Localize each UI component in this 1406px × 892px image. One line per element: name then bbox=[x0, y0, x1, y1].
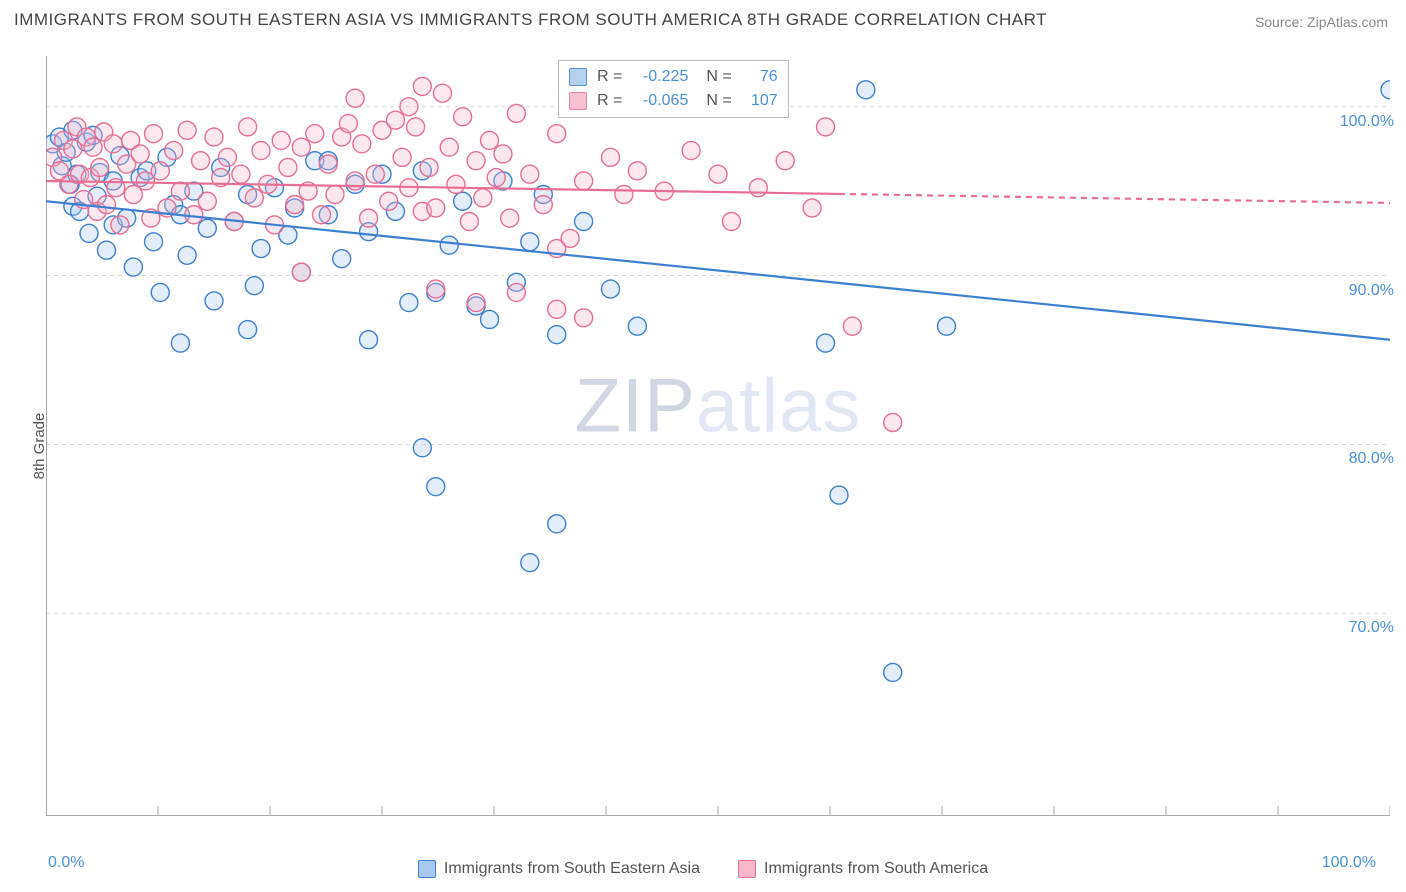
legend-label-s-america: Immigrants from South America bbox=[764, 860, 988, 878]
legend-R-label: R = bbox=[597, 92, 622, 110]
legend-N-label: N = bbox=[706, 68, 731, 86]
legend-R-label: R = bbox=[597, 68, 622, 86]
legend-swatch-se-asia bbox=[418, 860, 436, 878]
source-label: Source: ZipAtlas.com bbox=[1255, 14, 1388, 30]
y-tick-label: 80.0% bbox=[1349, 450, 1394, 468]
legend-item-se-asia: Immigrants from South Eastern Asia bbox=[418, 860, 700, 878]
legend-swatch bbox=[569, 68, 587, 86]
y-tick-label: 90.0% bbox=[1349, 282, 1394, 300]
legend-swatch bbox=[569, 92, 587, 110]
legend-bottom: Immigrants from South Eastern Asia Immig… bbox=[0, 860, 1406, 878]
y-tick-label: 100.0% bbox=[1340, 113, 1394, 131]
legend-swatch-s-america bbox=[738, 860, 756, 878]
legend-row-s_america: R = -0.065 N = 107 bbox=[569, 89, 778, 113]
legend-item-s-america: Immigrants from South America bbox=[738, 860, 988, 878]
legend-row-se_asia: R = -0.225 N = 76 bbox=[569, 65, 778, 89]
legend-N-label: N = bbox=[706, 92, 731, 110]
legend-label-se-asia: Immigrants from South Eastern Asia bbox=[444, 860, 700, 878]
y-tick-label: 70.0% bbox=[1349, 619, 1394, 637]
legend-R-value: -0.225 bbox=[632, 68, 688, 86]
legend-N-value: 107 bbox=[742, 92, 778, 110]
legend-N-value: 76 bbox=[742, 68, 778, 86]
correlation-legend: R = -0.225 N = 76 R = -0.065 N = 107 bbox=[558, 60, 789, 118]
chart-plot-area: ZIPatlas R =-0.225N =76R =-0.065N =107 bbox=[46, 56, 1390, 816]
legend-R-value: -0.065 bbox=[632, 92, 688, 110]
chart-svg bbox=[46, 56, 1390, 816]
chart-title: IMMIGRANTS FROM SOUTH EASTERN ASIA VS IM… bbox=[14, 10, 1047, 30]
